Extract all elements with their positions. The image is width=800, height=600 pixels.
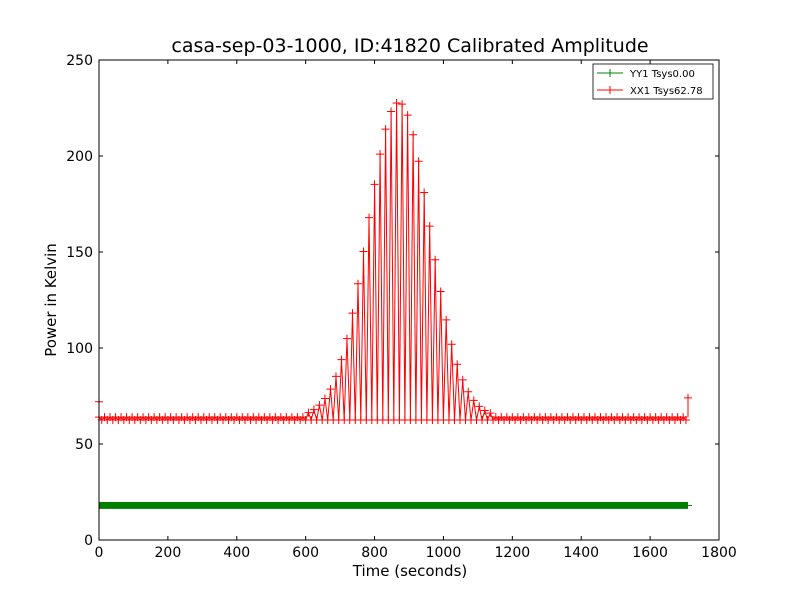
x-tick-label: 200 [155,545,182,561]
series-xx1-marker [475,402,484,411]
series-yy1-band [99,501,688,509]
legend-label-xx1: XX1 Tsys62.78 [630,86,703,97]
y-tick-label: 50 [75,437,93,453]
y-tick-label: 150 [66,245,93,261]
series-xx1-marker [420,188,429,197]
legend-box [592,63,714,100]
series-xx1-marker [343,334,351,343]
series-xx1-marker [442,315,451,324]
chart-title: casa-sep-03-1000, ID:41820 Calibrated Am… [171,35,648,57]
series-xx1-marker [376,150,385,159]
x-tick-label: 800 [361,545,388,561]
x-tick-label: 1000 [426,545,462,561]
series-xx1-marker [387,107,396,116]
y-axis: 0 50 100 150 200 250 [66,53,719,549]
series-yy1 [99,501,692,509]
series-xx1-marker [398,100,407,109]
series-xx1-marker [464,387,473,396]
series-xx1-marker [381,125,390,134]
series-xx1-marker [348,309,357,318]
series-xx1-line [98,102,687,422]
series-xx1-marker [392,98,401,107]
series-xx1 [95,98,692,424]
legend: YY1 Tsys0.00 XX1 Tsys62.78 [592,63,714,100]
y-tick-label: 100 [66,341,93,357]
x-axis-label: Time (seconds) [352,562,468,580]
series-xx1-marker [409,130,418,139]
series-xx1-marker [320,394,329,403]
series-xx1-marker [480,406,489,415]
series-xx1-marker [370,180,379,189]
y-tick-label: 250 [66,53,93,69]
series-xx1-marker [469,396,478,405]
series-xx1-marker [309,405,318,414]
plot-frame [98,59,720,541]
series-xx1-marker [304,408,313,417]
series-xx1-marker [359,247,368,256]
series-xx1-marker [315,401,324,410]
x-tick-label: 1400 [563,545,599,561]
series-xx1-marker [486,409,495,418]
series-xx1-end-marker [684,393,692,418]
series-xx1-marker [403,111,412,120]
series-xx1-marker [681,416,690,424]
legend-marker [606,69,614,77]
series-xx1-marker [453,360,462,369]
x-tick-label: 0 [95,545,104,561]
series-xx1-marker [458,375,467,384]
series-xx1-marker [436,287,445,296]
series-xx1-marker [447,340,456,349]
series-xx1-marker [337,355,346,364]
x-tick-label: 1200 [495,545,531,561]
series-xx1-marker [331,372,340,381]
series-xx1-marker [431,255,440,264]
x-tick-label: 1600 [632,545,668,561]
y-tick-label: 200 [66,149,93,165]
series-xx1-marker [365,213,374,222]
y-axis-label: Power in Kelvin [42,243,60,357]
series-xx1-marker [414,157,423,166]
x-tick-label: 1800 [701,545,737,561]
x-tick-label: 600 [292,545,319,561]
series-xx1-marker [425,222,434,231]
plot-area [95,98,692,509]
series-xx1-marker [354,279,363,288]
legend-marker [606,86,614,94]
x-tick-label: 400 [223,545,250,561]
x-axis: 0 200 400 600 800 1000 1200 1400 1600 1800 [95,60,737,561]
legend-label-yy1: YY1 Tsys0.00 [629,69,695,80]
y-tick-label: 0 [84,533,93,549]
series-xx1-marker [326,385,335,394]
